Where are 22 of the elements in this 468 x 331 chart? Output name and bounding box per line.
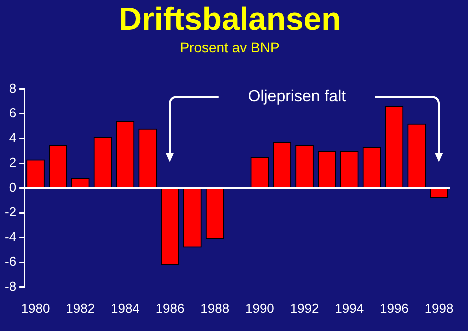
- x-tick-label: 1988: [200, 300, 230, 316]
- annotation: Oljeprisen falt: [248, 88, 347, 106]
- y-tick-label: -4: [4, 229, 17, 244]
- x-tick-label: 1986: [156, 300, 185, 316]
- chart-title: Driftsbalansen: [118, 1, 342, 38]
- x-tick-label: 1996: [380, 300, 409, 316]
- x-tick-label: 1984: [110, 300, 140, 316]
- y-tick-label: 8: [9, 80, 17, 96]
- x-tick-label: 1990: [245, 300, 274, 316]
- y-tick-label: 4: [9, 130, 17, 146]
- x-tick-label: 1980: [21, 300, 50, 316]
- y-tick-label: -8: [4, 278, 17, 294]
- y-tick-label: -6: [4, 254, 17, 270]
- y-tick-label: 0: [9, 180, 17, 195]
- x-tick-label: 1998: [424, 300, 454, 316]
- x-tick-label: 1992: [290, 300, 320, 316]
- x-tick-label: 1982: [66, 300, 96, 316]
- x-tick-label: 1994: [335, 300, 364, 316]
- y-tick-label: 2: [9, 155, 17, 170]
- y-tick-label: 6: [9, 106, 17, 121]
- chart-subtitle: Prosent av BNP: [180, 40, 280, 56]
- y-tick-label: -2: [4, 204, 17, 220]
